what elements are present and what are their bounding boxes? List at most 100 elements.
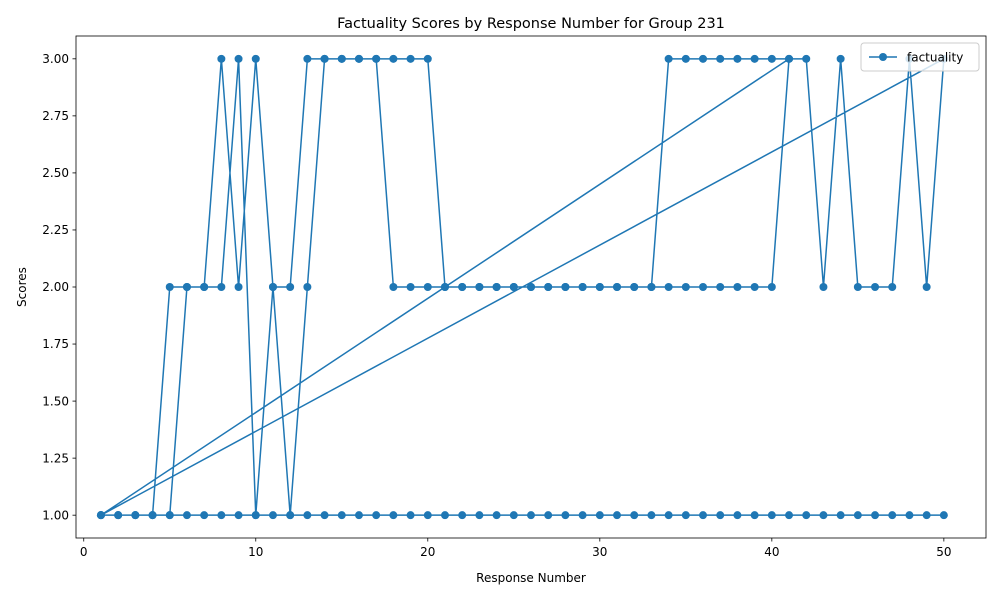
data-point: [492, 511, 501, 520]
y-tick-label: 3.00: [42, 52, 69, 66]
data-point: [664, 511, 673, 520]
data-point: [681, 511, 690, 520]
data-point: [699, 511, 708, 520]
data-point: [286, 283, 295, 291]
data-point: [819, 283, 828, 291]
data-point: [458, 511, 467, 520]
x-axis-ticks: 0 10 20 30 40 50: [80, 538, 951, 559]
data-point: [131, 511, 140, 520]
data-point: [320, 511, 329, 520]
data-point: [939, 511, 948, 520]
x-tick-label: 0: [80, 545, 88, 559]
y-tick-label: 1.75: [42, 337, 69, 351]
data-point: [630, 511, 639, 520]
x-tick-label: 20: [420, 545, 435, 559]
data-point: [733, 54, 742, 63]
data-point: [337, 54, 346, 63]
data-point: [716, 54, 725, 63]
data-point: [423, 511, 432, 520]
data-point: [182, 283, 191, 291]
data-point: [303, 511, 312, 520]
data-point: [578, 283, 587, 291]
data-point: [595, 283, 604, 291]
data-point: [733, 511, 742, 520]
data-point: [836, 54, 845, 63]
data-point: [716, 511, 725, 520]
series-line-factuality: [100, 58, 945, 516]
y-tick-label: 2.00: [42, 280, 69, 294]
data-point: [699, 283, 708, 291]
data-point: [303, 283, 312, 291]
y-tick-label: 1.00: [42, 508, 69, 522]
data-point: [389, 54, 398, 63]
data-point: [337, 511, 346, 520]
data-point: [733, 283, 742, 291]
data-point: [423, 283, 432, 291]
data-point: [509, 283, 518, 291]
data-point: [96, 511, 105, 520]
data-point: [578, 511, 587, 520]
data-point: [853, 511, 862, 520]
data-point: [423, 54, 432, 63]
data-point: [492, 283, 501, 291]
data-point: [234, 54, 243, 63]
data-point: [922, 283, 931, 291]
data-point: [664, 54, 673, 63]
y-tick-label: 2.50: [42, 166, 69, 180]
y-tick-label: 2.25: [42, 223, 69, 237]
data-point: [234, 283, 243, 291]
data-point: [217, 54, 226, 63]
y-tick-label: 1.25: [42, 451, 69, 465]
data-point: [561, 511, 570, 520]
data-point: [750, 54, 759, 63]
data-point: [785, 511, 794, 520]
data-point: [234, 511, 243, 520]
data-point: [664, 283, 673, 291]
y-axis-label: Scores: [15, 267, 29, 307]
data-point: [217, 511, 226, 520]
data-point: [200, 511, 209, 520]
data-point: [165, 511, 174, 520]
data-point: [268, 511, 277, 520]
y-tick-label: 2.75: [42, 109, 69, 123]
data-point: [888, 283, 897, 291]
data-point: [647, 283, 656, 291]
data-point: [406, 283, 415, 291]
data-point: [303, 54, 312, 63]
data-point: [148, 511, 157, 520]
data-point: [475, 511, 484, 520]
data-point: [819, 511, 828, 520]
plot-area: [96, 54, 948, 520]
data-point: [613, 283, 622, 291]
data-point: [268, 283, 277, 291]
data-point: [544, 511, 553, 520]
chart-title: Factuality Scores by Response Number for…: [337, 16, 725, 32]
data-point: [217, 283, 226, 291]
data-point: [767, 54, 776, 63]
data-point: [802, 54, 811, 63]
data-point: [286, 511, 295, 520]
data-point: [320, 54, 329, 63]
data-point: [681, 54, 690, 63]
data-point: [922, 511, 931, 520]
data-point: [785, 54, 794, 63]
data-point: [440, 283, 449, 291]
data-point: [389, 511, 398, 520]
data-point: [165, 283, 174, 291]
legend: factuality: [860, 42, 980, 72]
data-point: [251, 54, 260, 63]
data-point: [802, 511, 811, 520]
data-point: [389, 283, 398, 291]
data-point: [905, 511, 914, 520]
y-tick-label: 1.50: [42, 394, 69, 408]
data-point: [182, 511, 191, 520]
data-point: [750, 283, 759, 291]
data-point: [354, 511, 363, 520]
data-point: [871, 283, 880, 291]
data-point: [630, 283, 639, 291]
data-point: [354, 54, 363, 63]
data-point: [836, 511, 845, 520]
data-point: [716, 283, 725, 291]
